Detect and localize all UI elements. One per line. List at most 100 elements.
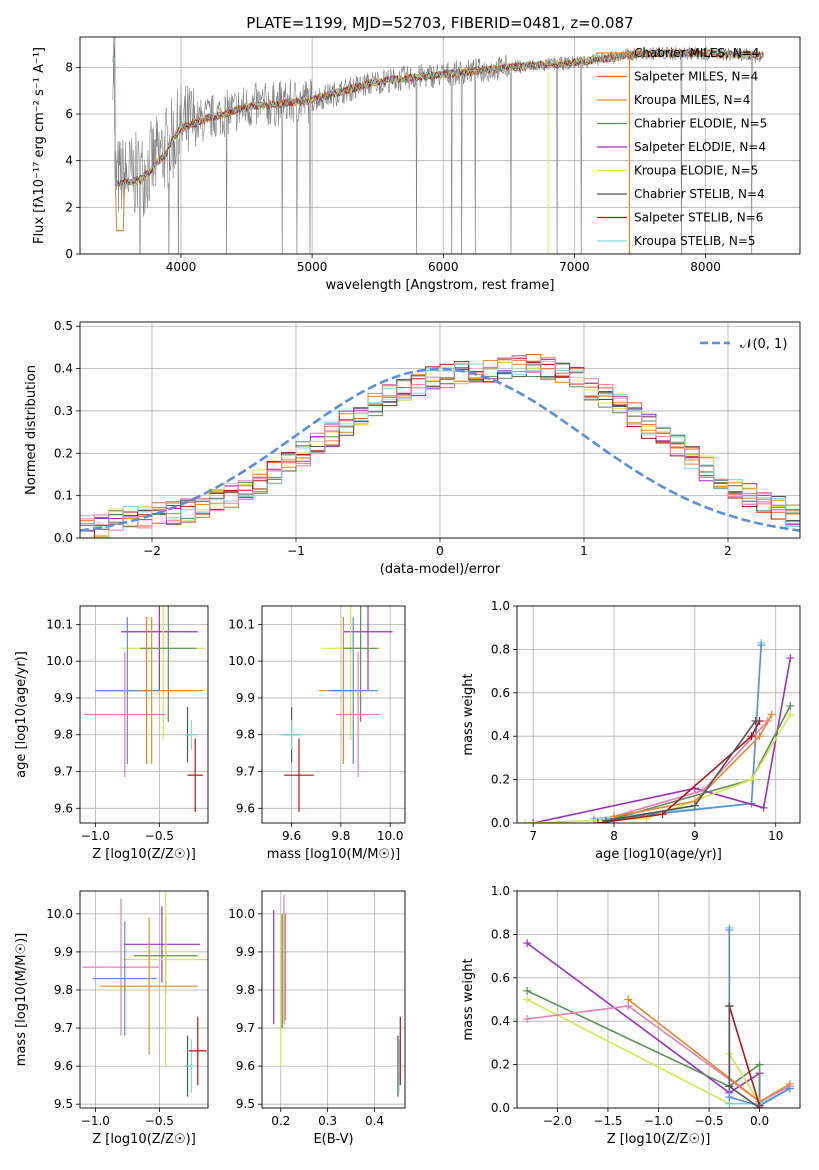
x-tick-label: 0 [436,544,444,558]
weight-marker [521,819,530,823]
weight-marker [725,1002,734,1011]
weight-marker [523,1015,532,1024]
x-axis-label: E(B-V) [313,1132,353,1147]
error-point [140,617,153,765]
error-point [140,606,197,722]
legend: Chabrier MILES, N=4 Salpeter MILES, N=4 Kr… [597,46,767,248]
weight-marker [755,732,764,741]
y-tick-label: 0.4 [491,729,510,743]
panel-spectrum: 4000 5000 6000 7000 8000 0 2 4 6 8 Chabrier MILES,… [32,36,801,293]
weight-marker [747,732,756,741]
weight-marker [747,775,756,784]
legend-label: Kroupa ELODIE, N=5 [634,164,758,178]
weight-marker [690,801,699,810]
axes-frame [79,605,209,824]
legend-label: Kroupa STELIB, N=5 [634,234,756,248]
model-spectrum [112,47,764,187]
figure-title: PLATE=1199, MJD=52703, FIBERID=0481, z=0… [246,14,633,32]
x-tick-label: 8000 [690,260,721,274]
x-tick-label: −1.0 [644,1114,673,1128]
panel-age-vs-mass-weight: 7 8 9 10 0.0 0.2 0.4 0.6 0.8 1.0 age [log10(age/yr… [461,599,801,862]
error-point [120,606,198,691]
y-tick-label: 9.5 [236,1097,255,1111]
y-tick-label: 9.9 [236,691,255,705]
weight-marker [523,939,532,948]
y-tick-label: 9.9 [54,945,73,959]
axes-frame [79,36,801,255]
y-tick-label: 1.0 [491,599,510,613]
y-tick-label: 9.6 [236,1059,255,1073]
axes-frame [516,605,801,824]
x-tick-label: 7 [529,829,537,843]
x-tick-label: 9.6 [282,829,301,843]
y-tick-label: 10.1 [46,617,73,631]
legend-label: 𝒩(0, 1) [740,337,787,352]
error-point [123,906,201,983]
panel-E(B-V)-vs-mass: 0.2 0.3 0.4 9.5 9.6 9.7 9.8 9.9 10.0 E(B-V) [228,890,406,1147]
y-tick-label: 9.8 [236,983,255,997]
x-tick-label: −1.5 [593,1114,622,1128]
histogram-step [80,357,800,528]
grid [262,606,405,823]
x-tick-label: −0.5 [145,829,174,843]
x-tick-label: −0.5 [145,1114,174,1128]
error-point [123,891,208,1067]
panel-residual-histogram: −2 −1 0 1 2 0.0 0.1 0.2 0.3 0.4 0.5 𝒩(0, 1) (data-mo… [24,319,801,577]
y-tick-label: 0.4 [54,362,73,376]
x-axis-label: age [log10(age/yr)] [595,847,722,862]
y-axis-label: mass [log10(M/M☉)] [14,933,29,1066]
weight-marker [755,1104,764,1108]
x-tick-label: −1.0 [81,829,110,843]
normal-curve [80,367,800,532]
panel-mass-vs-age: 9.6 9.8 10.0 9.6 9.7 9.8 9.9 10.0 10.1 mass [log1… [228,605,406,862]
panel-Z-vs-age: −1.0 −0.5 9.6 9.7 9.8 9.9 10.0 10.1 Z [log10(Z/Z… [14,605,209,862]
weight-marker [751,717,760,726]
x-axis-label: (data-model)/error [380,562,501,577]
weight-marker [725,1082,734,1091]
plot-area [273,894,401,1097]
axes-frame [79,890,209,1109]
legend-label: Salpeter ELODIE, N=4 [634,140,766,154]
x-tick-label: 10.0 [377,829,404,843]
y-tick-label: 10.0 [46,907,73,921]
weight-line [526,1005,791,1103]
legend-label: Salpeter STELIB, N=6 [634,211,763,225]
weight-line [597,720,761,823]
x-tick-label: −2 [143,544,161,558]
weight-marker [523,986,532,995]
weight-line [593,645,762,822]
weight-marker [529,819,538,823]
weight-line [533,657,792,823]
legend: 𝒩(0, 1) [700,337,787,352]
y-tick-label: 0.2 [491,1058,510,1072]
y-tick-label: 9.7 [236,1021,255,1035]
error-point [184,1039,198,1093]
weight-marker [725,926,734,935]
plot-area [80,354,800,538]
x-tick-label: 1 [580,544,588,558]
y-tick-label: 10.1 [228,617,255,631]
x-tick-label: −0.5 [694,1114,723,1128]
error-point [187,738,203,812]
weight-marker [786,701,795,710]
x-tick-label: −1.0 [81,1114,110,1128]
plot-area [82,891,208,1097]
x-tick-label: 5000 [297,260,328,274]
legend-label: Chabrier MILES, N=4 [634,46,759,60]
y-tick-label: 0.4 [491,1014,510,1028]
plot-area [279,606,393,812]
plot-area [112,37,764,254]
weight-line [526,990,761,1108]
legend-label: Salpeter MILES, N=4 [634,70,758,84]
x-tick-label: 0.2 [271,1114,290,1128]
y-tick-label: 9.9 [236,945,255,959]
legend-label: Kroupa MILES, N=4 [634,93,750,107]
y-tick-label: 0.8 [491,927,510,941]
error-point [328,617,378,765]
y-tick-label: 9.8 [54,983,73,997]
y-axis-label: mass weight [461,958,476,1040]
y-tick-label: 9.6 [54,801,73,815]
histogram-step [80,363,800,530]
y-tick-label: 0 [65,247,73,261]
